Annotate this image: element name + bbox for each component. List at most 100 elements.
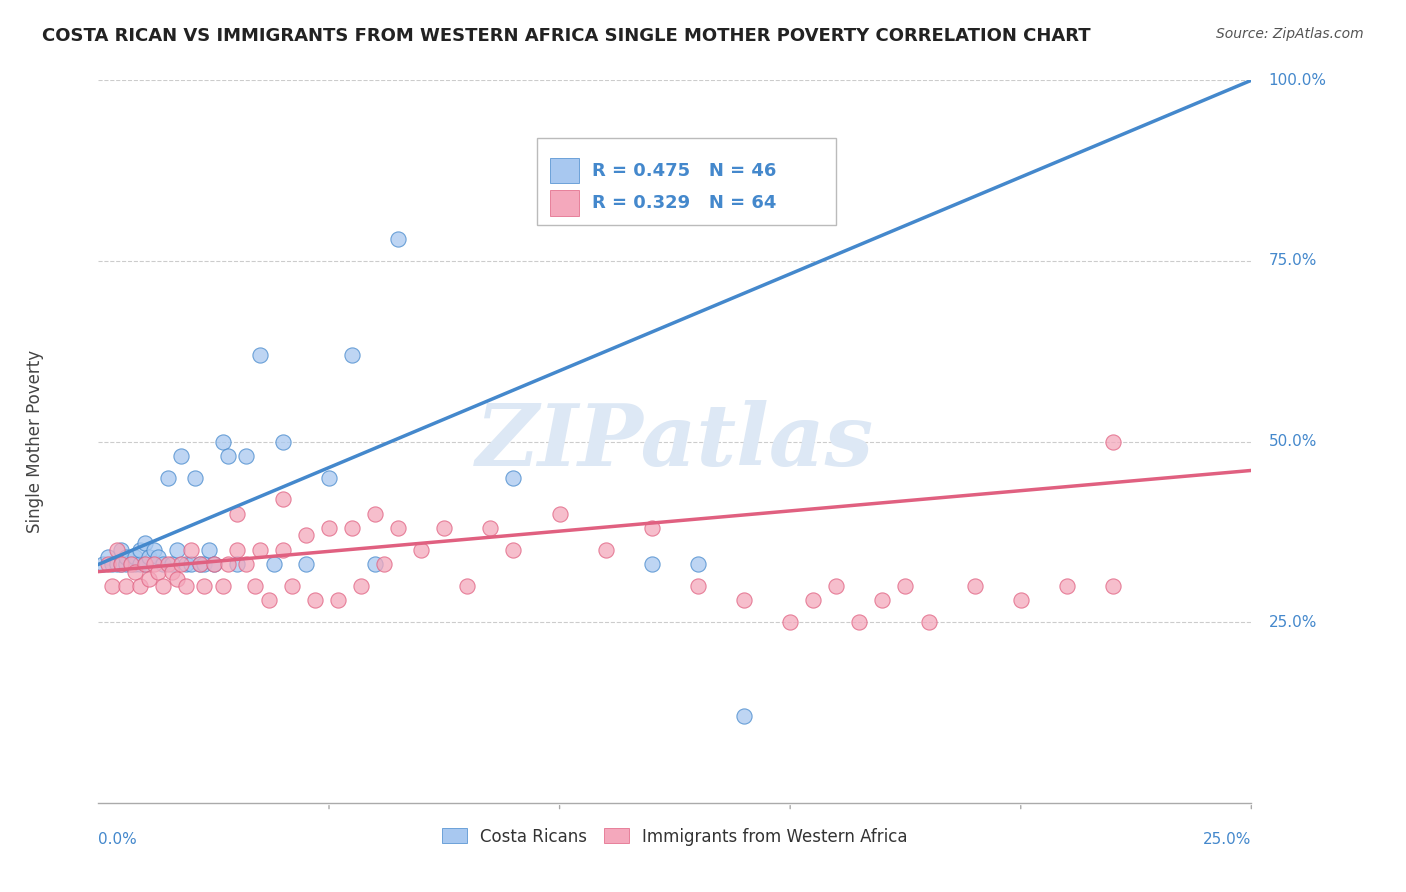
Point — [110, 542, 132, 557]
Point — [160, 558, 183, 572]
Point — [120, 558, 142, 572]
Point — [170, 558, 193, 572]
Point — [595, 542, 617, 557]
Text: Single Mother Poverty: Single Mother Poverty — [25, 350, 44, 533]
Point — [138, 572, 160, 586]
Point — [350, 579, 373, 593]
Point — [134, 558, 156, 572]
Point — [188, 558, 211, 572]
Point — [364, 507, 387, 521]
Point — [129, 558, 152, 572]
Point — [101, 558, 124, 572]
Point — [872, 593, 894, 607]
Text: R = 0.475   N = 46: R = 0.475 N = 46 — [592, 161, 776, 179]
Point — [138, 550, 160, 565]
Point — [170, 449, 193, 463]
Point — [779, 615, 801, 630]
Point — [142, 542, 165, 557]
Point — [156, 558, 179, 572]
Point — [733, 709, 755, 723]
Point — [217, 449, 239, 463]
Point — [148, 565, 170, 579]
Point — [217, 558, 239, 572]
Point — [129, 579, 152, 593]
Point — [180, 542, 202, 557]
Point — [304, 593, 326, 607]
Point — [917, 615, 939, 630]
Point — [188, 558, 211, 572]
Point — [225, 507, 247, 521]
Point — [134, 535, 156, 549]
Point — [120, 558, 142, 572]
Text: COSTA RICAN VS IMMIGRANTS FROM WESTERN AFRICA SINGLE MOTHER POVERTY CORRELATION : COSTA RICAN VS IMMIGRANTS FROM WESTERN A… — [42, 27, 1091, 45]
Point — [198, 542, 221, 557]
Point — [733, 593, 755, 607]
Bar — [550, 158, 579, 183]
Point — [212, 579, 235, 593]
Text: R = 0.329   N = 64: R = 0.329 N = 64 — [592, 194, 776, 212]
Point — [174, 558, 197, 572]
Point — [318, 470, 340, 484]
Point — [387, 232, 409, 246]
Point — [249, 542, 271, 557]
Point — [152, 579, 174, 593]
Point — [115, 579, 138, 593]
Point — [97, 558, 120, 572]
Point — [502, 542, 524, 557]
Point — [249, 348, 271, 362]
Point — [124, 558, 146, 572]
Text: 25.0%: 25.0% — [1268, 615, 1317, 630]
Text: 75.0%: 75.0% — [1268, 253, 1317, 268]
Point — [160, 565, 183, 579]
Point — [387, 521, 409, 535]
Point — [166, 572, 188, 586]
Point — [364, 558, 387, 572]
Point — [848, 615, 870, 630]
Point — [963, 579, 986, 593]
Point — [225, 558, 247, 572]
Point — [148, 550, 170, 565]
Point — [245, 579, 267, 593]
Point — [686, 558, 709, 572]
Point — [641, 558, 664, 572]
Point — [340, 521, 363, 535]
Point — [115, 550, 138, 565]
Point — [235, 558, 257, 572]
Point — [1102, 579, 1125, 593]
Point — [212, 434, 235, 449]
Point — [129, 542, 152, 557]
Point — [271, 542, 294, 557]
Text: Source: ZipAtlas.com: Source: ZipAtlas.com — [1216, 27, 1364, 41]
Point — [456, 579, 478, 593]
Point — [180, 558, 202, 572]
Point — [156, 470, 179, 484]
Point — [340, 348, 363, 362]
Text: 100.0%: 100.0% — [1268, 73, 1327, 87]
Text: 50.0%: 50.0% — [1268, 434, 1317, 449]
Point — [1102, 434, 1125, 449]
Point — [110, 558, 132, 572]
Text: 25.0%: 25.0% — [1204, 831, 1251, 847]
Point — [193, 558, 215, 572]
Point — [801, 593, 824, 607]
Point — [479, 521, 502, 535]
Bar — [550, 191, 579, 216]
Point — [91, 558, 114, 572]
Point — [193, 579, 215, 593]
Point — [373, 558, 395, 572]
Point — [152, 558, 174, 572]
Point — [281, 579, 304, 593]
Point — [318, 521, 340, 535]
Point — [295, 558, 318, 572]
Point — [433, 521, 456, 535]
Point — [894, 579, 917, 593]
Point — [263, 558, 285, 572]
Point — [110, 558, 132, 572]
Point — [235, 449, 257, 463]
Point — [166, 542, 188, 557]
Point — [124, 550, 146, 565]
Point — [174, 579, 197, 593]
Point — [115, 558, 138, 572]
FancyBboxPatch shape — [537, 138, 837, 225]
Point — [257, 593, 280, 607]
